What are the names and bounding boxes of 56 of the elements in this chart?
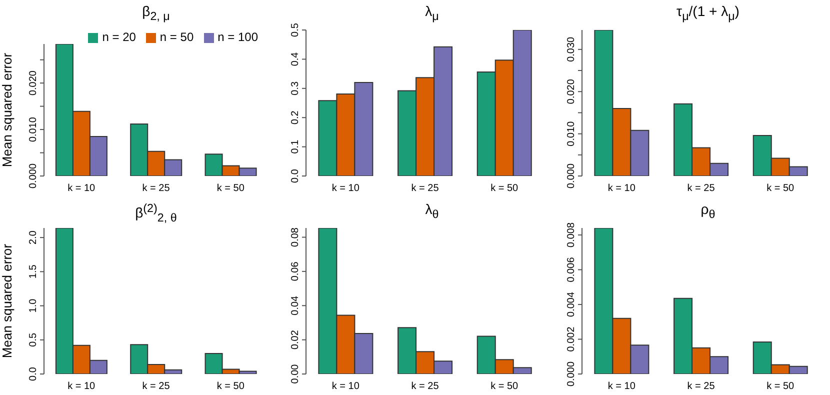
x-tick-label: k = 25 xyxy=(687,183,716,194)
chart-title: ρ$_{θ}$ xyxy=(700,200,716,220)
y-tick-label: 0.000 xyxy=(566,163,577,189)
x-tick-label: k = 50 xyxy=(490,380,519,392)
legend-label: n = 100 xyxy=(218,30,258,44)
y-tick-label: 0.06 xyxy=(290,260,301,281)
y-tick-label: 0.08 xyxy=(290,226,301,246)
x-tick-label: k = 10 xyxy=(332,380,360,392)
y-axis-title: Mean squared error xyxy=(0,52,15,168)
x-tick-label: k = 50 xyxy=(490,183,519,194)
x-tick-label: k = 10 xyxy=(68,183,96,194)
y-tick-label: 0.000 xyxy=(28,163,39,189)
y-tick-label: 0.5 xyxy=(28,332,39,346)
y-tick-label: 0.02 xyxy=(290,329,301,350)
x-tick-label: k = 25 xyxy=(142,380,170,392)
x-tick-label: k = 10 xyxy=(68,380,96,392)
y-tick-label: 0.020 xyxy=(28,70,39,96)
chart-title: λ$_{μ}$ xyxy=(424,2,440,23)
x-tick-label: k = 10 xyxy=(608,183,636,194)
y-tick-label: 0.04 xyxy=(290,294,301,315)
x-tick-label: k = 25 xyxy=(411,380,440,392)
chart-title: λ$_{θ}$ xyxy=(424,200,440,220)
chart-title: β$_{2, μ}$ xyxy=(141,2,171,23)
y-tick-label: 0.2 xyxy=(290,110,301,125)
x-tick-label: k = 50 xyxy=(216,183,245,194)
x-tick-label: k = 25 xyxy=(411,183,440,194)
y-tick-label: 0.000 xyxy=(566,360,577,386)
y-tick-label: 0.020 xyxy=(566,78,577,104)
y-tick-label: 0.010 xyxy=(566,120,577,146)
y-tick-label: 0.00 xyxy=(290,363,301,384)
x-tick-label: k = 25 xyxy=(142,183,170,194)
y-tick-label: 0.3 xyxy=(290,81,301,96)
y-tick-label: 2.0 xyxy=(28,230,39,244)
y-tick-label: 0.4 xyxy=(290,52,301,66)
y-tick-label: 0.002 xyxy=(566,326,577,352)
x-tick-label: k = 10 xyxy=(608,380,636,392)
y-tick-label: 0.0 xyxy=(28,366,39,380)
y-tick-label: 0.1 xyxy=(290,139,301,154)
x-tick-label: k = 50 xyxy=(216,380,245,392)
x-tick-label: k = 50 xyxy=(766,380,795,392)
y-tick-label: 1.5 xyxy=(28,264,39,278)
legend-label: n = 50 xyxy=(160,30,194,44)
x-tick-label: k = 25 xyxy=(687,380,716,392)
y-axis-title: Mean squared error xyxy=(0,242,15,358)
x-tick-label: k = 10 xyxy=(332,183,360,194)
y-tick-label: 0.004 xyxy=(566,291,577,316)
y-tick-label: 0.008 xyxy=(566,222,577,247)
legend-label: n = 20 xyxy=(102,30,136,44)
y-tick-label: 1.0 xyxy=(28,298,39,312)
y-tick-label: 0.010 xyxy=(28,116,39,142)
y-tick-label: 0.006 xyxy=(566,256,577,282)
x-tick-label: k = 50 xyxy=(766,183,795,194)
y-tick-label: 0.0 xyxy=(290,168,301,183)
y-tick-label: 0.5 xyxy=(290,22,301,37)
y-tick-label: 0.030 xyxy=(566,36,577,62)
chart-title: τ$_{μ}$/(1 + λ$_{μ}$) xyxy=(676,2,740,23)
